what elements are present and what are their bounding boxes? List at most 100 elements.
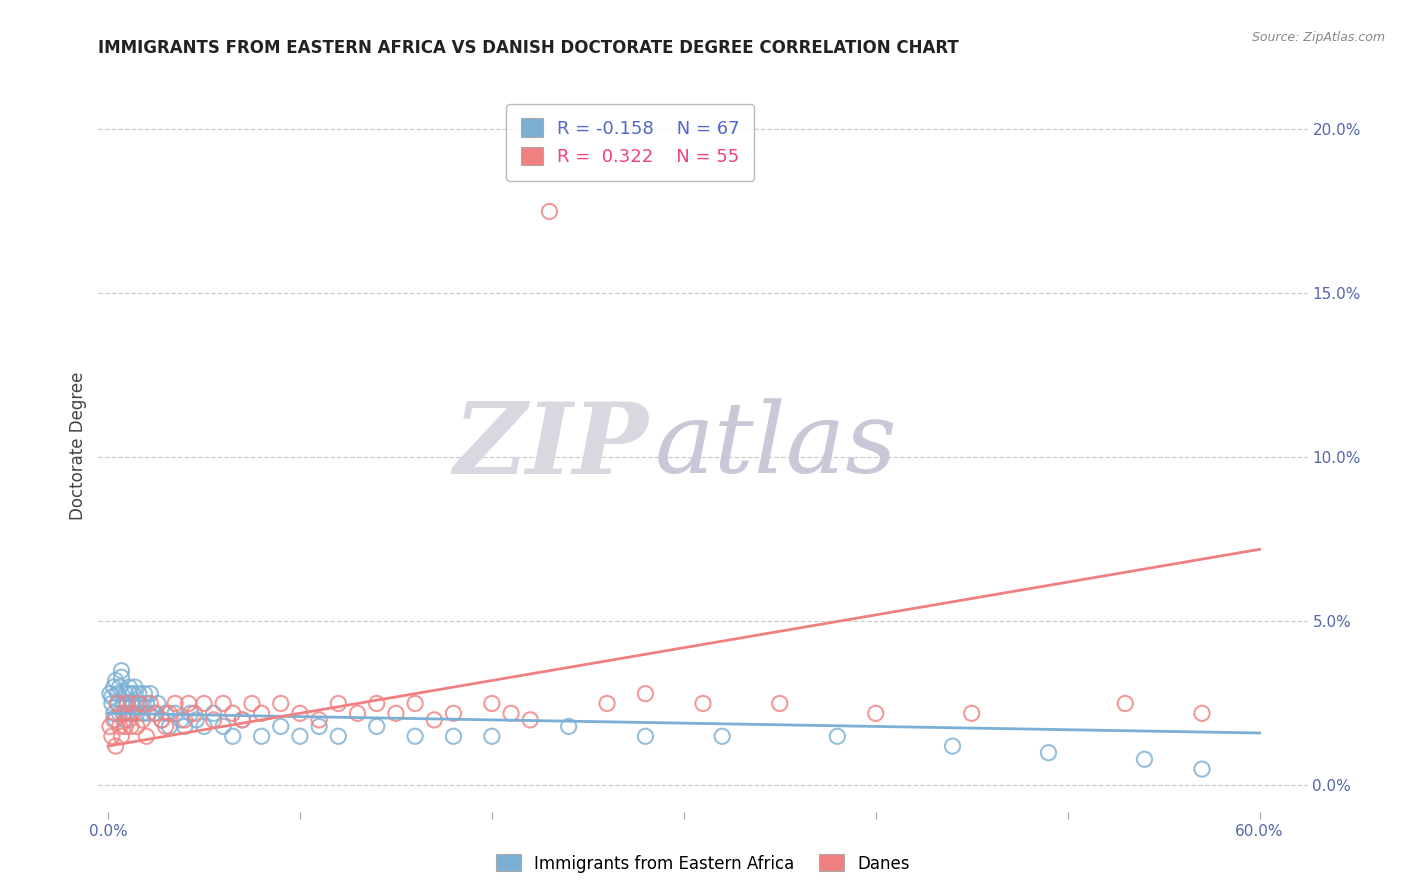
Point [557, 719, 579, 733]
Point [107, 697, 129, 711]
Point [1191, 762, 1213, 776]
Point [129, 697, 152, 711]
Point [1114, 697, 1136, 711]
Point [366, 719, 388, 733]
Point [183, 706, 205, 721]
Point [222, 729, 245, 743]
Point [538, 204, 561, 219]
Point [180, 706, 202, 721]
Point [1133, 752, 1156, 766]
Point [120, 706, 142, 721]
Point [110, 664, 132, 678]
Legend: R = -0.158    N = 67, R =  0.322    N = 55: R = -0.158 N = 67, R = 0.322 N = 55 [506, 104, 754, 180]
Point [231, 713, 253, 727]
Point [112, 706, 135, 721]
Point [155, 706, 177, 721]
Point [1191, 706, 1213, 721]
Point [114, 713, 136, 727]
Point [328, 729, 350, 743]
Point [145, 706, 167, 721]
Point [101, 729, 124, 743]
Text: atlas: atlas [655, 399, 897, 493]
Point [114, 687, 136, 701]
Point [186, 713, 208, 727]
Point [101, 697, 124, 711]
Point [118, 680, 141, 694]
Point [481, 729, 503, 743]
Legend: Immigrants from Eastern Africa, Danes: Immigrants from Eastern Africa, Danes [489, 847, 917, 880]
Point [114, 719, 136, 733]
Point [443, 729, 465, 743]
Point [115, 697, 138, 711]
Point [170, 713, 193, 727]
Text: ZIP: ZIP [454, 398, 648, 494]
Point [107, 687, 129, 701]
Point [519, 713, 541, 727]
Point [122, 706, 145, 721]
Point [231, 713, 253, 727]
Point [125, 697, 148, 711]
Point [711, 729, 734, 743]
Point [193, 697, 215, 711]
Point [108, 680, 131, 694]
Point [173, 719, 195, 733]
Point [98, 719, 121, 733]
Point [159, 719, 181, 733]
Point [404, 697, 426, 711]
Point [202, 713, 225, 727]
Point [103, 713, 125, 727]
Point [250, 729, 273, 743]
Point [499, 706, 522, 721]
Text: IMMIGRANTS FROM EASTERN AFRICA VS DANISH DOCTORATE DEGREE CORRELATION CHART: IMMIGRANTS FROM EASTERN AFRICA VS DANISH… [98, 38, 959, 56]
Point [212, 719, 235, 733]
Point [104, 739, 127, 753]
Point [115, 706, 138, 721]
Point [443, 706, 465, 721]
Point [177, 697, 200, 711]
Point [250, 706, 273, 721]
Point [125, 706, 148, 721]
Point [143, 706, 166, 721]
Point [98, 687, 121, 701]
Point [135, 729, 157, 743]
Point [366, 697, 388, 711]
Point [634, 687, 657, 701]
Y-axis label: Doctorate Degree: Doctorate Degree [69, 372, 87, 520]
Point [150, 713, 173, 727]
Point [135, 697, 157, 711]
Point [131, 713, 153, 727]
Point [634, 729, 657, 743]
Point [328, 697, 350, 711]
Point [124, 680, 146, 694]
Point [1038, 746, 1060, 760]
Point [118, 687, 141, 701]
Point [346, 706, 368, 721]
Point [122, 687, 145, 701]
Point [103, 680, 125, 694]
Point [155, 719, 177, 733]
Point [120, 719, 142, 733]
Point [827, 729, 849, 743]
Point [128, 697, 150, 711]
Point [173, 713, 195, 727]
Point [240, 697, 263, 711]
Point [288, 706, 311, 721]
Point [193, 719, 215, 733]
Point [165, 697, 187, 711]
Point [110, 670, 132, 684]
Point [385, 706, 408, 721]
Point [212, 697, 235, 711]
Point [202, 706, 225, 721]
Point [107, 697, 129, 711]
Point [692, 697, 714, 711]
Point [136, 706, 159, 721]
Point [104, 673, 127, 688]
Point [960, 706, 983, 721]
Point [139, 687, 162, 701]
Point [104, 713, 127, 727]
Point [139, 697, 162, 711]
Point [128, 687, 150, 701]
Point [270, 697, 292, 711]
Point [423, 713, 446, 727]
Point [159, 706, 181, 721]
